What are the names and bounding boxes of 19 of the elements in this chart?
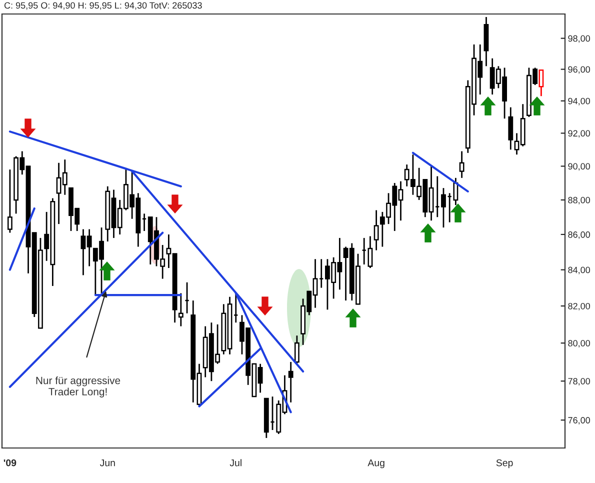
- chart-title: C: 95,95 O: 94,90 H: 95,95 L: 94,30 TotV: 265033: [4, 2, 202, 10]
- y-tick-label: 92,00: [568, 130, 590, 138]
- y-tick-label: 76,00: [568, 417, 590, 425]
- y-tick-label: 96,00: [568, 66, 590, 74]
- y-tick-label: 88,00: [568, 196, 590, 204]
- y-tick-label: 78,00: [568, 378, 590, 386]
- y-tick-label: 86,00: [568, 231, 590, 239]
- y-tick-label: 80,00: [568, 340, 590, 348]
- y-tick-label: 98,00: [568, 35, 590, 43]
- x-tick-label: Jun: [100, 459, 115, 466]
- y-tick-label: 84,00: [568, 266, 590, 274]
- x-tick-label: '09: [4, 459, 16, 466]
- x-tick-label: Jul: [230, 459, 242, 466]
- y-tick-label: 82,00: [568, 302, 590, 310]
- x-tick-label: Sep: [496, 459, 513, 468]
- y-tick-label: 94,00: [568, 98, 590, 106]
- annotation: Nur für aggressive Trader Long!: [36, 376, 120, 398]
- y-tick-label: 90,00: [568, 163, 590, 171]
- x-tick-label: Aug: [368, 459, 384, 468]
